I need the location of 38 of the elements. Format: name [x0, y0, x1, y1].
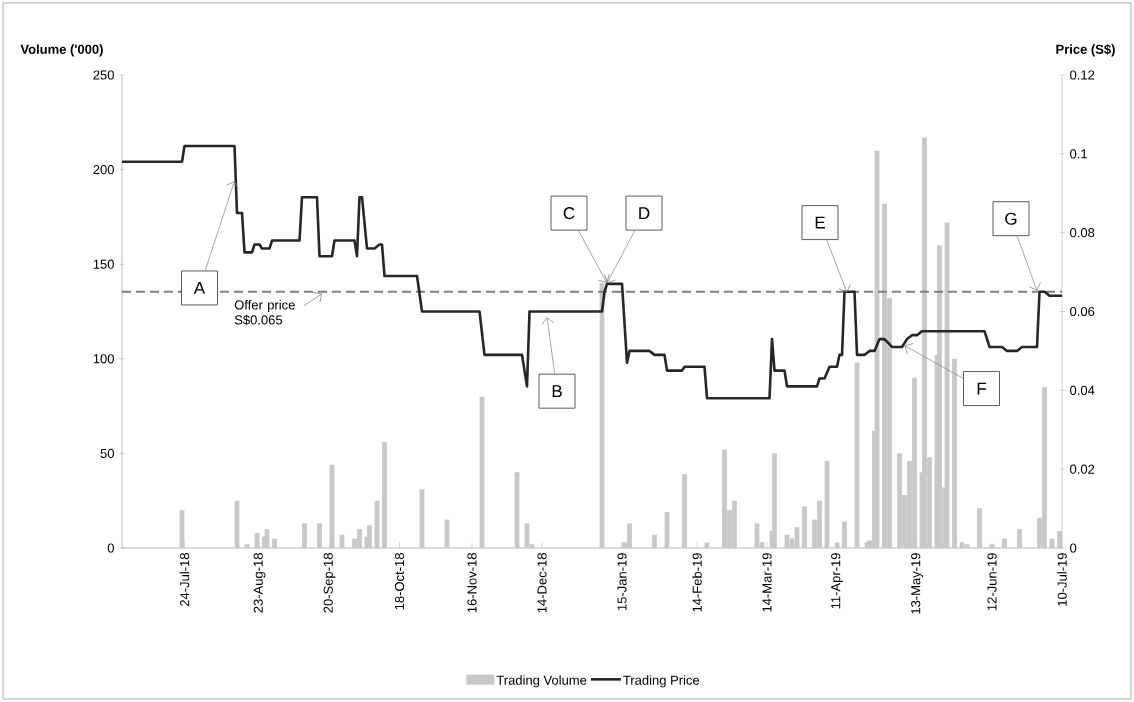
- y2-tick-label: 0.04: [1070, 385, 1095, 395]
- annotation: A: [193, 282, 206, 294]
- y2-tick-label: 0.06: [1070, 306, 1095, 317]
- y2-axis-title: Price (S$): [1056, 44, 1115, 57]
- x-tick-label: 10-Jul-19: [1057, 553, 1067, 606]
- y-tick-label: 0: [107, 543, 114, 553]
- x-tick-label: 15-Jan-19: [617, 553, 627, 611]
- x-tick-label: 14-Mar-19: [762, 553, 772, 612]
- legend-label: Trading Price: [623, 675, 700, 688]
- y-tick-label: 100: [93, 354, 114, 364]
- x-tick-label: 14-Dec-18: [537, 553, 547, 613]
- x-tick-label: 16-Nov-18: [467, 553, 477, 613]
- x-tick-label: 24-Jul-18: [179, 553, 190, 607]
- x-tick-label: 14-Feb-19: [692, 553, 702, 612]
- y2-tick-label: 0.12: [1070, 70, 1095, 80]
- x-tick-label: 20-Sep-18: [323, 553, 336, 613]
- y2-tick-label: 0.08: [1070, 228, 1095, 238]
- annotation: G: [1005, 212, 1017, 225]
- x-tick-label: 18-Oct-18: [394, 553, 405, 610]
- x-tick-label: 13-May-19: [911, 553, 923, 614]
- y2-tick-label: 0.1: [1070, 149, 1087, 159]
- y2-tick-label: 0.02: [1070, 464, 1095, 474]
- y-tick-label: 250: [93, 70, 114, 80]
- y-tick-label: 50: [100, 448, 114, 458]
- y-axis-title: Volume ('000): [20, 44, 103, 57]
- y2-tick-label: 0: [1070, 543, 1077, 553]
- annotation: F: [977, 382, 987, 395]
- x-tick-label: 11-Apr-19: [831, 553, 843, 609]
- x-tick-label: 12-Jun-19: [987, 553, 997, 611]
- annotation: C: [563, 207, 575, 220]
- ref-line-label: Offer price S$0.065: [234, 299, 295, 326]
- y-tick-label: 200: [93, 164, 114, 175]
- annotation: D: [639, 207, 650, 219]
- annotation: B: [552, 385, 562, 398]
- legend-label: Trading Volume: [496, 675, 587, 688]
- x-tick-label: 23-Aug-18: [253, 553, 266, 613]
- y-tick-label: 150: [93, 259, 114, 269]
- annotation: E: [815, 216, 825, 229]
